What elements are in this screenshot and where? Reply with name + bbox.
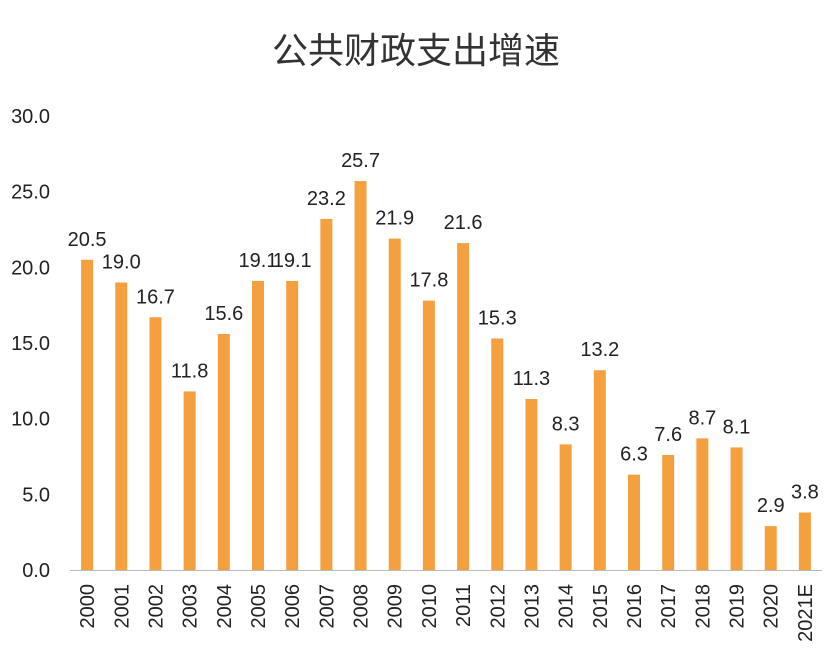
data-label: 8.7 xyxy=(688,407,716,429)
data-label: 8.3 xyxy=(552,413,580,435)
data-label: 20.5 xyxy=(68,229,107,251)
data-label: 19.0 xyxy=(102,251,141,273)
x-tick-label: 2009 xyxy=(385,584,407,629)
x-tick-label: 2011 xyxy=(453,584,475,627)
data-label: 15.6 xyxy=(204,303,243,325)
x-tick-label: 2000 xyxy=(77,584,99,629)
bar xyxy=(388,238,401,570)
x-tick-label: 2021E xyxy=(795,584,817,642)
data-label: 21.6 xyxy=(444,212,483,234)
bar xyxy=(320,218,333,570)
bar xyxy=(559,444,572,570)
data-label: 7.6 xyxy=(654,424,682,446)
data-label: 11.3 xyxy=(513,368,550,390)
x-tick-label: 2020 xyxy=(761,584,783,629)
data-label: 25.7 xyxy=(341,150,380,172)
chart-title: 公共财政支出增速 xyxy=(271,31,560,72)
data-label: 16.7 xyxy=(136,286,175,308)
data-label: 3.8 xyxy=(791,481,819,503)
x-tick-label: 2001 xyxy=(111,584,133,629)
x-tick-label: 2003 xyxy=(180,584,202,629)
bar xyxy=(628,474,640,570)
x-tick-label: 2014 xyxy=(556,584,578,629)
x-tick-label: 2015 xyxy=(590,584,612,629)
x-tick-label: 2006 xyxy=(282,584,304,629)
data-label: 11.8 xyxy=(171,360,208,382)
bar xyxy=(764,526,777,570)
bar xyxy=(115,282,128,570)
bar xyxy=(354,181,367,570)
bar xyxy=(457,243,470,570)
x-tick-label: 2004 xyxy=(214,584,236,629)
bar xyxy=(286,280,299,570)
x-tick-label: 2008 xyxy=(351,584,373,629)
data-label: 19.1 xyxy=(273,250,312,272)
x-tick-label: 2007 xyxy=(316,584,338,629)
data-label: 2.9 xyxy=(757,495,785,517)
x-tick-label: 2016 xyxy=(624,584,646,629)
bar xyxy=(217,333,230,570)
bar xyxy=(696,438,709,570)
data-label: 21.9 xyxy=(375,208,414,230)
data-label: 19.1 xyxy=(239,250,278,272)
bar xyxy=(798,512,811,570)
y-tick-label: 20.0 xyxy=(11,257,50,279)
bar xyxy=(422,300,435,570)
data-label: 13.2 xyxy=(580,339,619,361)
data-label: 15.3 xyxy=(478,307,517,329)
bar xyxy=(252,280,264,570)
data-label: 17.8 xyxy=(409,270,448,292)
x-tick-label: 2017 xyxy=(658,584,680,629)
bar xyxy=(149,317,162,570)
x-tick-label: 2013 xyxy=(521,584,543,629)
bar xyxy=(81,259,94,570)
y-tick-label: 5.0 xyxy=(22,484,50,506)
x-tick-label: 2018 xyxy=(692,584,714,629)
y-tick-label: 30.0 xyxy=(11,106,50,128)
x-tick-label: 2012 xyxy=(487,584,509,629)
bar xyxy=(491,338,504,570)
y-tick-label: 25.0 xyxy=(11,182,50,204)
bar xyxy=(593,370,606,570)
y-tick-label: 10.0 xyxy=(11,409,50,431)
y-tick-label: 15.0 xyxy=(11,333,50,355)
bar xyxy=(183,391,196,570)
x-tick-label: 2002 xyxy=(145,584,167,629)
y-tick-label: 0.0 xyxy=(22,560,50,582)
bar xyxy=(525,398,538,570)
x-tick-label: 2019 xyxy=(727,584,749,629)
bar xyxy=(662,454,675,570)
data-label: 23.2 xyxy=(307,188,346,210)
data-label: 6.3 xyxy=(620,444,648,466)
data-label: 8.1 xyxy=(723,416,751,438)
x-tick-label: 2010 xyxy=(419,584,441,629)
bar xyxy=(730,447,743,570)
x-tick-label: 2005 xyxy=(248,584,270,629)
